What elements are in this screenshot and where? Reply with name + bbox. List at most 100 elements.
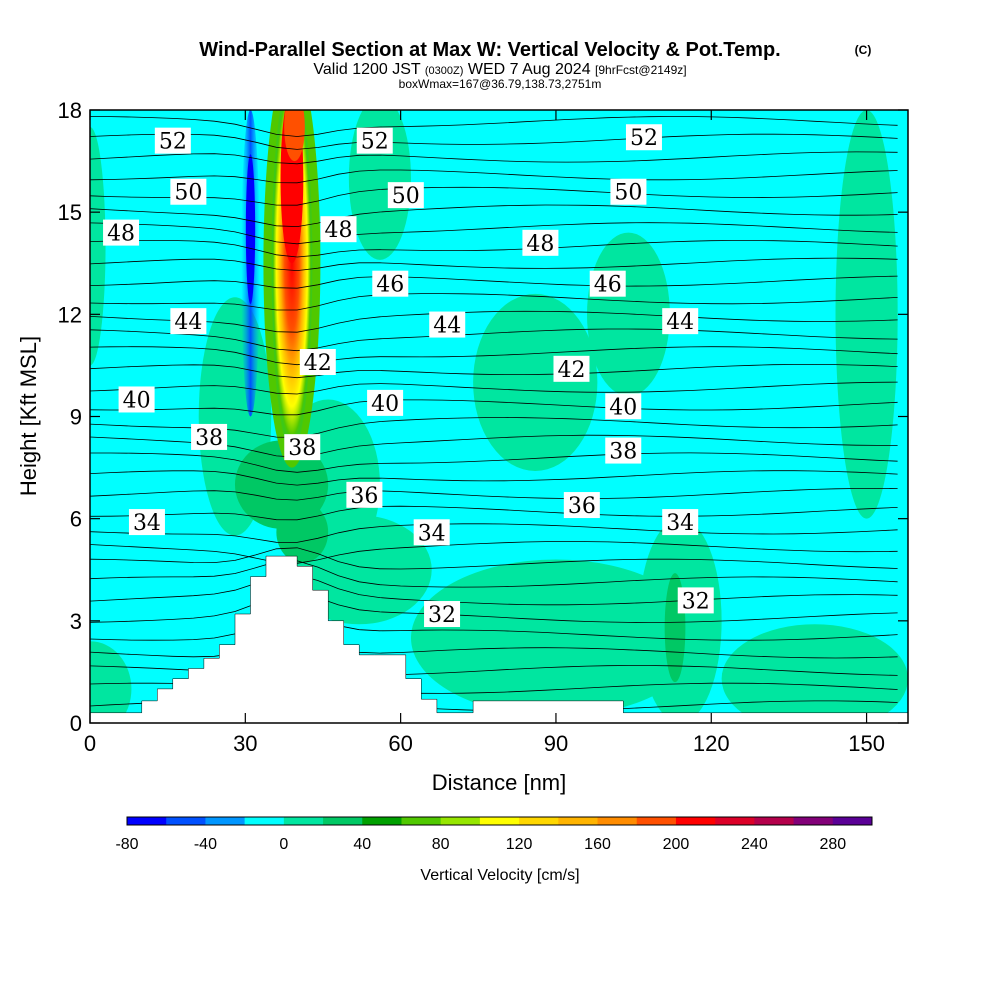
theta-label-text: 46	[594, 273, 622, 298]
theta-label-text: 32	[682, 589, 710, 614]
theta-line-10	[90, 523, 898, 543]
colorbar-tick-label: 80	[432, 836, 450, 853]
theta-label-bg	[346, 481, 383, 508]
y-axis-label: Height [Kft MSL]	[16, 336, 41, 496]
theta-line-33	[90, 116, 898, 137]
theta-label-bg	[413, 519, 450, 546]
colorbar-swatch-17	[793, 817, 834, 825]
y-tick-label: 12	[58, 302, 82, 327]
x-tick-label: 0	[84, 731, 96, 756]
velocity-patch-9	[835, 110, 898, 519]
colorbar-tick-label: 120	[506, 836, 533, 853]
theta-label-1: 52	[356, 127, 393, 155]
theta-label-bg	[589, 270, 626, 297]
velocity-patch-11	[348, 110, 411, 260]
x-tick: 120	[693, 110, 730, 756]
theta-label-bg	[367, 389, 404, 416]
x-axis: 0 30 60 90 120 150	[84, 110, 885, 756]
theta-label-bg	[356, 127, 393, 154]
x-tick-label: 120	[693, 731, 730, 756]
x-tick: 30	[233, 110, 258, 756]
theta-label-bg	[170, 178, 207, 205]
theta-label-bg	[563, 492, 600, 519]
valid-time: Valid 1200 JST	[313, 61, 421, 78]
x-tick: 90	[544, 110, 568, 756]
theta-label-text: 42	[304, 351, 332, 376]
theta-label-text: 42	[557, 358, 585, 383]
theta-label-bg	[662, 308, 699, 335]
colorbar-tick-label: -40	[194, 836, 217, 853]
x-tick-label: 30	[233, 731, 257, 756]
theta-label-17: 40	[367, 389, 404, 417]
theta-line-30	[90, 169, 898, 184]
velocity-patch-5	[473, 293, 598, 471]
theta-label-bg	[118, 386, 155, 413]
colorbar-swatch-11	[558, 817, 599, 825]
theta-label-19: 38	[191, 423, 228, 451]
theta-label-21: 38	[605, 437, 642, 465]
theta-line-25	[90, 257, 898, 272]
theta-line-17	[90, 399, 898, 416]
colorbar-swatch-1	[166, 817, 206, 825]
colorbar-swatch-0	[127, 817, 167, 825]
theta-label-28: 32	[677, 587, 714, 614]
chart-title: Wind-Parallel Section at Max W: Vertical…	[199, 39, 780, 61]
colorbar-tick-label: 40	[353, 836, 371, 853]
colorbar-tick-label: 200	[663, 836, 690, 853]
theta-label-15: 42	[553, 355, 590, 383]
colorbar-tick-label: 240	[741, 836, 768, 853]
theta-line-7	[90, 560, 898, 588]
velocity-patch-4	[410, 559, 701, 717]
theta-label-bg	[424, 601, 461, 628]
theta-label-bg	[610, 178, 647, 205]
y-tick: 12	[58, 302, 908, 327]
theta-label-bg	[128, 509, 165, 536]
theta-line-32	[90, 133, 898, 150]
theta-label-text: 52	[159, 130, 187, 155]
theta-label-14: 42	[299, 349, 336, 376]
forecast-info: [9hrFcst@2149z]	[595, 63, 687, 77]
colorbar-swatch-2	[205, 817, 246, 825]
theta-label-text: 32	[428, 603, 456, 628]
theta-label-13: 44	[662, 308, 699, 335]
theta-label-0: 52	[154, 127, 191, 155]
colorbar-tick-label: 280	[819, 836, 846, 853]
updraft-top	[284, 110, 305, 162]
theta-label-4: 50	[387, 182, 424, 209]
colorbar-swatch-12	[597, 817, 638, 825]
theta-label-24: 34	[128, 509, 165, 536]
theta-label-9: 46	[372, 270, 409, 298]
theta-label-8: 48	[522, 229, 559, 257]
y-tick-label: 3	[70, 609, 82, 634]
y-tick-label: 0	[70, 711, 82, 736]
theta-line-29	[90, 186, 898, 206]
theta-label-22: 36	[346, 481, 383, 509]
theta-line-19	[90, 363, 898, 379]
theta-label-bg	[429, 311, 466, 338]
theta-label-2: 52	[625, 124, 662, 151]
theta-contour-lines	[90, 116, 898, 712]
theta-label-20: 38	[284, 434, 321, 461]
theta-label-3: 50	[170, 178, 207, 206]
theta-label-text: 36	[568, 494, 596, 519]
colorbar-swatch-8	[440, 817, 481, 825]
theta-line-27	[90, 222, 898, 245]
theta-label-7: 48	[320, 216, 357, 243]
theta-label-text: 48	[325, 218, 353, 243]
theta-line-23	[90, 293, 898, 311]
theta-label-text: 48	[107, 222, 135, 247]
theta-label-bg	[191, 423, 228, 450]
theta-label-text: 44	[433, 314, 461, 339]
theta-label-text: 50	[392, 184, 420, 209]
theta-label-23: 36	[563, 492, 600, 519]
theta-line-26	[90, 239, 898, 258]
theta-label-text: 52	[630, 126, 658, 151]
y-tick: 3	[70, 609, 908, 634]
y-tick-label: 18	[58, 98, 82, 123]
colorbar-swatch-14	[675, 817, 716, 825]
y-tick-label: 9	[70, 405, 82, 430]
theta-label-text: 34	[418, 521, 446, 546]
y-tick: 18	[58, 98, 908, 123]
